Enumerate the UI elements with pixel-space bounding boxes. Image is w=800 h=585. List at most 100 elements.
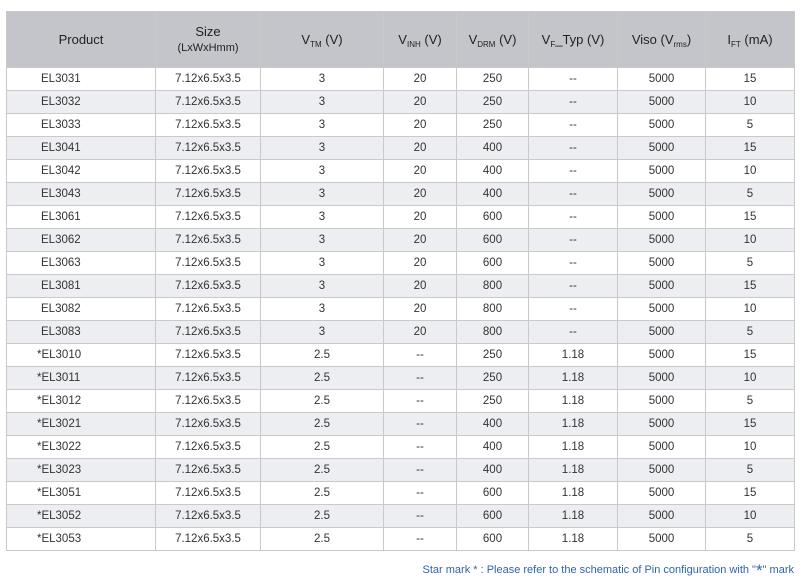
cell-size: 7.12x6.5x3.5 [155,435,261,459]
table-row: *EL3053 7.12x6.5x3.5 2.5 -- 600 1.18 5000 5 [6,527,795,551]
cell-vinh: -- [383,366,457,390]
table-row: EL3062 7.12x6.5x3.5 3 20 600 -- 5000 10 [6,228,795,252]
cell-vtm: 2.5 [260,481,384,505]
cell-viso: 5000 [617,205,706,229]
cell-vdrm: 600 [456,481,529,505]
cell-vtm: 2.5 [260,527,384,551]
spec-table-body: EL3031 7.12x6.5x3.5 3 20 250 -- 5000 15 EL3032 7.… [6,67,795,551]
cell-viso: 5000 [617,320,706,344]
cell-vinh: -- [383,458,457,482]
cell-product: EL3061 [6,205,156,229]
cell-viso: 5000 [617,159,706,183]
cell-vdrm: 400 [456,458,529,482]
star-mark: * [755,561,763,580]
cell-ift: 10 [705,228,795,252]
cell-product: *EL3023 [6,458,156,482]
table-row: *EL3012 7.12x6.5x3.5 2.5 -- 250 1.18 5000 5 [6,389,795,413]
cell-vtm: 3 [260,182,384,206]
cell-vdrm: 800 [456,320,529,344]
cell-size: 7.12x6.5x3.5 [155,67,261,91]
cell-vf: -- [528,90,618,114]
cell-vf: -- [528,320,618,344]
cell-viso: 5000 [617,435,706,459]
cell-vtm: 3 [260,251,384,275]
cell-ift: 15 [705,136,795,160]
cell-vf: 1.18 [528,504,618,528]
cell-vdrm: 400 [456,136,529,160]
cell-vdrm: 250 [456,67,529,91]
cell-vinh: -- [383,412,457,436]
cell-vf: 1.18 [528,343,618,367]
cell-size: 7.12x6.5x3.5 [155,205,261,229]
cell-vdrm: 800 [456,297,529,321]
table-row: EL3032 7.12x6.5x3.5 3 20 250 -- 5000 10 [6,90,795,114]
cell-viso: 5000 [617,90,706,114]
cell-product: EL3081 [6,274,156,298]
cell-size: 7.12x6.5x3.5 [155,90,261,114]
cell-vinh: 20 [383,228,457,252]
col-vdrm: VDRM (V) [456,11,529,68]
cell-vinh: 20 [383,205,457,229]
cell-vinh: -- [383,504,457,528]
cell-product: EL3033 [6,113,156,137]
cell-vdrm: 800 [456,274,529,298]
cell-vinh: 20 [383,182,457,206]
cell-vf: -- [528,297,618,321]
cell-vinh: 20 [383,136,457,160]
table-row: *EL3011 7.12x6.5x3.5 2.5 -- 250 1.18 5000 10 [6,366,795,390]
table-row: EL3061 7.12x6.5x3.5 3 20 600 -- 5000 15 [6,205,795,229]
cell-size: 7.12x6.5x3.5 [155,274,261,298]
cell-ift: 5 [705,182,795,206]
cell-vtm: 3 [260,67,384,91]
cell-ift: 10 [705,159,795,183]
cell-product: *EL3051 [6,481,156,505]
cell-size: 7.12x6.5x3.5 [155,136,261,160]
cell-ift: 5 [705,251,795,275]
table-row: EL3043 7.12x6.5x3.5 3 20 400 -- 5000 5 [6,182,795,206]
col-ift: IFT (mA) [705,11,795,68]
cell-vinh: 20 [383,251,457,275]
cell-vf: 1.18 [528,435,618,459]
cell-product: EL3042 [6,159,156,183]
cell-vf: -- [528,228,618,252]
table-row: EL3081 7.12x6.5x3.5 3 20 800 -- 5000 15 [6,274,795,298]
table-row: *EL3021 7.12x6.5x3.5 2.5 -- 400 1.18 5000 15 [6,412,795,436]
cell-ift: 15 [705,481,795,505]
cell-vf: -- [528,113,618,137]
cell-vtm: 3 [260,297,384,321]
cell-ift: 5 [705,389,795,413]
table-row: EL3063 7.12x6.5x3.5 3 20 600 -- 5000 5 [6,251,795,275]
cell-product: *EL3052 [6,504,156,528]
col-vtm: VTM (V) [260,11,384,68]
cell-viso: 5000 [617,527,706,551]
cell-ift: 5 [705,113,795,137]
cell-size: 7.12x6.5x3.5 [155,297,261,321]
cell-vtm: 2.5 [260,458,384,482]
cell-vdrm: 600 [456,504,529,528]
cell-viso: 5000 [617,297,706,321]
cell-viso: 5000 [617,67,706,91]
col-vf: VF_Typ (V) [528,11,618,68]
cell-product: EL3032 [6,90,156,114]
cell-viso: 5000 [617,481,706,505]
table-row: EL3033 7.12x6.5x3.5 3 20 250 -- 5000 5 [6,113,795,137]
cell-vdrm: 250 [456,389,529,413]
cell-vtm: 3 [260,320,384,344]
cell-size: 7.12x6.5x3.5 [155,228,261,252]
cell-vtm: 2.5 [260,343,384,367]
cell-product: *EL3010 [6,343,156,367]
cell-product: *EL3012 [6,389,156,413]
cell-viso: 5000 [617,366,706,390]
cell-vinh: -- [383,481,457,505]
cell-product: EL3083 [6,320,156,344]
cell-vinh: 20 [383,297,457,321]
cell-vf: -- [528,205,618,229]
cell-vtm: 3 [260,205,384,229]
cell-vf: -- [528,67,618,91]
cell-vtm: 3 [260,136,384,160]
cell-ift: 10 [705,504,795,528]
cell-vf: -- [528,182,618,206]
cell-product: EL3082 [6,297,156,321]
cell-vtm: 3 [260,274,384,298]
cell-ift: 15 [705,67,795,91]
